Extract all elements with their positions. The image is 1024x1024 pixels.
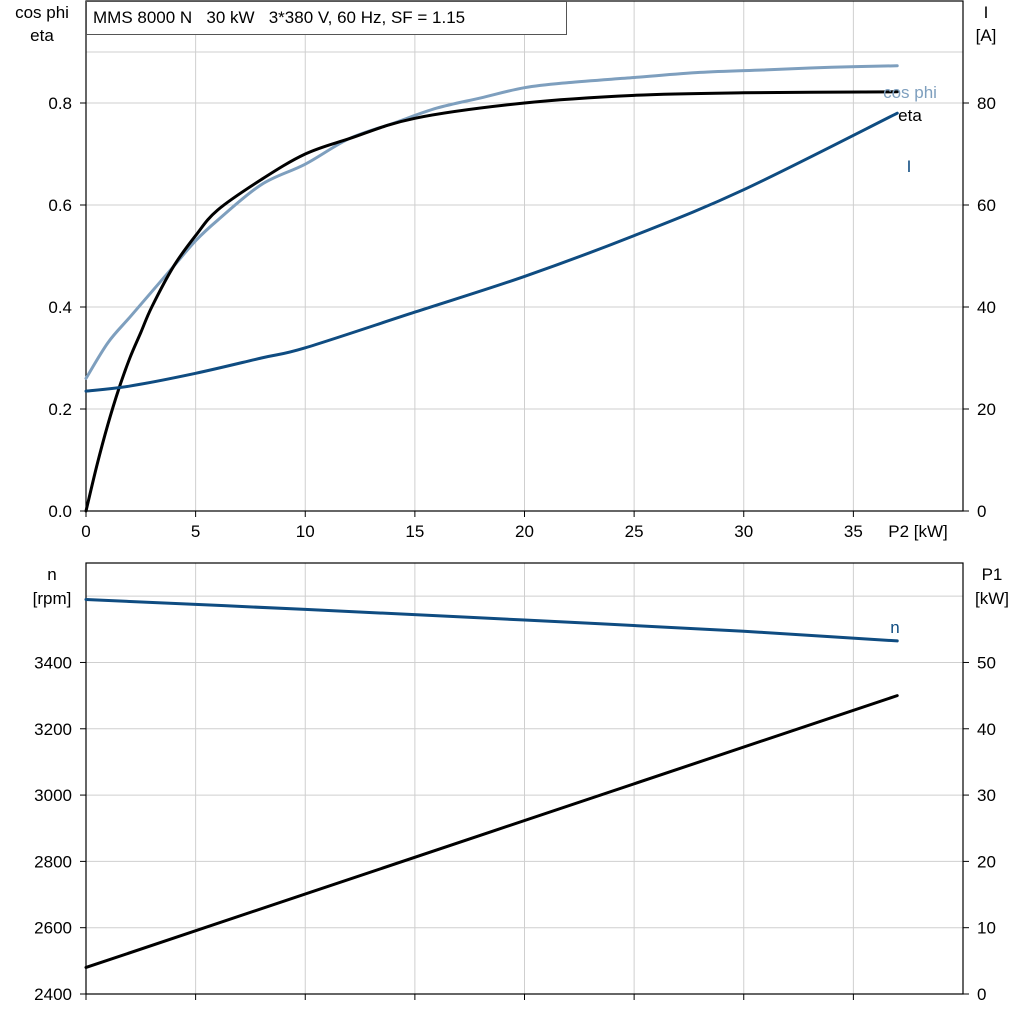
top-curve-eta bbox=[84, 90, 899, 513]
bottom-left-tick-label-3400: 3400 bbox=[34, 653, 72, 672]
top-series-label-cos-phi: cos phi bbox=[883, 83, 937, 102]
bottom-ticks: 2400 2600 2800 3000 3200 3400 0 10 20 30 40 50 bbox=[34, 653, 996, 1004]
top-x-tick-label-0: 0 bbox=[81, 522, 90, 541]
bottom-right-axis-label-line2: [kW] bbox=[975, 589, 1009, 608]
chart-title: MMS 8000 N 30 kW 3*380 V, 60 Hz, SF = 1.… bbox=[93, 8, 465, 27]
top-right-axis-label-line1: I bbox=[984, 3, 989, 22]
bottom-right-tick-label-50: 50 bbox=[977, 653, 996, 672]
top-series-label-eta: eta bbox=[898, 106, 922, 125]
bottom-right-tick-label-0: 0 bbox=[977, 985, 986, 1004]
top-right-tick-label-80: 80 bbox=[977, 94, 996, 113]
bottom-left-tick-label-3200: 3200 bbox=[34, 720, 72, 739]
top-x-tick-label-35: 35 bbox=[844, 522, 863, 541]
bottom-series-label-n: n bbox=[890, 618, 899, 637]
bottom-right-tick-label-20: 20 bbox=[977, 852, 996, 871]
bottom-right-tick-label-30: 30 bbox=[977, 786, 996, 805]
bottom-left-tick-label-2800: 2800 bbox=[34, 852, 72, 871]
top-left-tick-label-0: 0.0 bbox=[48, 502, 72, 521]
top-panel: 0 5 10 15 20 25 30 35 0.0 0.2 0.4 0.6 0.8 0 20 40 60 80 c… bbox=[15, 0, 997, 541]
top-curve-i bbox=[84, 111, 899, 393]
top-left-tick-label-0-4: 0.4 bbox=[48, 298, 72, 317]
bottom-curve-series-1 bbox=[84, 694, 899, 969]
top-ticks: 0 5 10 15 20 25 30 35 0.0 0.2 0.4 0.6 0.8 0 20 40 60 80 bbox=[48, 94, 996, 541]
bottom-grid bbox=[86, 563, 963, 994]
top-x-tick-label-25: 25 bbox=[625, 522, 644, 541]
top-right-tick-label-20: 20 bbox=[977, 400, 996, 419]
top-right-tick-label-0: 0 bbox=[977, 502, 986, 521]
x-axis-label: P2 [kW] bbox=[888, 522, 948, 541]
top-right-tick-label-40: 40 bbox=[977, 298, 996, 317]
bottom-left-axis-label-line2: [rpm] bbox=[33, 589, 72, 608]
top-x-tick-label-5: 5 bbox=[191, 522, 200, 541]
bottom-right-tick-label-40: 40 bbox=[977, 720, 996, 739]
top-left-tick-label-0-8: 0.8 bbox=[48, 94, 72, 113]
bottom-curve-n bbox=[84, 597, 899, 643]
top-x-tick-label-15: 15 bbox=[405, 522, 424, 541]
top-left-axis-label-line2: eta bbox=[30, 26, 54, 45]
top-left-tick-label-0-2: 0.2 bbox=[48, 400, 72, 419]
top-series-labels: cos phi eta I bbox=[883, 83, 937, 176]
title-box bbox=[86, 1, 567, 35]
top-right-axis-label-line2: [A] bbox=[976, 26, 997, 45]
bottom-left-axis-label-line1: n bbox=[47, 565, 56, 584]
top-series-label-i: I bbox=[907, 157, 912, 176]
top-x-tick-label-10: 10 bbox=[296, 522, 315, 541]
top-x-tick-label-20: 20 bbox=[515, 522, 534, 541]
bottom-right-tick-label-10: 10 bbox=[977, 919, 996, 938]
bottom-left-tick-label-2600: 2600 bbox=[34, 919, 72, 938]
top-grid bbox=[86, 1, 963, 511]
bottom-left-tick-label-2400: 2400 bbox=[34, 985, 72, 1004]
top-x-tick-label-30: 30 bbox=[734, 522, 753, 541]
top-left-tick-label-0-6: 0.6 bbox=[48, 196, 72, 215]
bottom-series-labels: n bbox=[890, 618, 899, 637]
top-left-axis-label-line1: cos phi bbox=[15, 3, 69, 22]
top-curves bbox=[84, 64, 899, 513]
bottom-right-axis-label-line1: P1 bbox=[982, 565, 1003, 584]
top-right-tick-label-60: 60 bbox=[977, 196, 996, 215]
bottom-left-tick-label-3000: 3000 bbox=[34, 786, 72, 805]
bottom-curves bbox=[84, 597, 899, 969]
